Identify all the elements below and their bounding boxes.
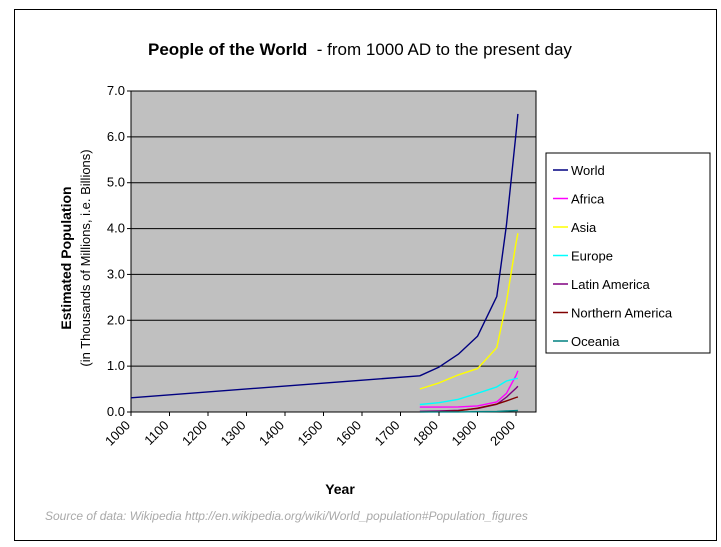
- x-tick-label: 1100: [141, 418, 171, 448]
- x-tick-label: 1900: [449, 418, 480, 449]
- source-note: Source of data: Wikipedia http://en.wiki…: [45, 509, 528, 523]
- y-tick-label: 5.0: [107, 175, 125, 190]
- x-axis-ticks: 1000 1100 1200 1300 1400 1500 1600 1700 1800 1900…: [102, 412, 518, 449]
- y-tick-label: 0.0: [107, 404, 125, 419]
- y-tick-label: 1.0: [107, 358, 125, 373]
- legend-label-europe: Europe: [571, 249, 613, 264]
- x-tick-label: 1000: [102, 418, 133, 449]
- legend-label-northern-america: Northern America: [571, 306, 673, 321]
- y-axis-sublabel: (in Thousands of Millions, i.e. Billions…: [78, 149, 93, 366]
- x-tick-label: 1600: [333, 418, 364, 449]
- series-layer: [130, 113, 519, 413]
- y-tick-label: 7.0: [107, 83, 125, 98]
- legend-label-world: World: [571, 163, 605, 178]
- y-tick-label: 2.0: [107, 312, 125, 327]
- y-axis-ticks: 0.0 1.0 2.0 3.0 4.0 5.0 6.0 7.0: [107, 83, 131, 419]
- chart-title-main: People of the World: [148, 40, 307, 59]
- x-tick-label: 2000: [487, 418, 518, 449]
- legend-label-oceania: Oceania: [571, 334, 620, 349]
- plot-area: [130, 90, 537, 413]
- chart-title-sub: - from 1000 AD to the present day: [317, 40, 573, 59]
- y-tick-label: 6.0: [107, 129, 125, 144]
- chart-title: People of the World - from 1000 AD to th…: [148, 40, 572, 59]
- y-tick-label: 3.0: [107, 266, 125, 281]
- x-tick-label: 1400: [256, 418, 287, 449]
- x-tick-label: 1800: [410, 418, 441, 449]
- legend-label-asia: Asia: [571, 220, 597, 235]
- legend-label-latin-america: Latin America: [571, 277, 651, 292]
- x-tick-label: 1700: [372, 418, 403, 449]
- series-line-europe: [419, 377, 518, 406]
- x-tick-label: 1200: [179, 418, 210, 449]
- x-tick-label: 1500: [295, 418, 326, 449]
- legend: World Africa Asia Europe Latin America Northe…: [553, 163, 673, 349]
- series-line-world: [130, 113, 519, 399]
- series-line-asia: [419, 233, 519, 390]
- legend-label-africa: Africa: [571, 192, 605, 207]
- y-axis-label: Estimated Population: [58, 186, 74, 329]
- legend-box: [545, 152, 711, 354]
- x-axis-label: Year: [325, 481, 355, 497]
- series-line-oceania: [419, 409, 518, 413]
- x-tick-label: 1300: [218, 418, 249, 449]
- y-tick-label: 4.0: [107, 221, 125, 236]
